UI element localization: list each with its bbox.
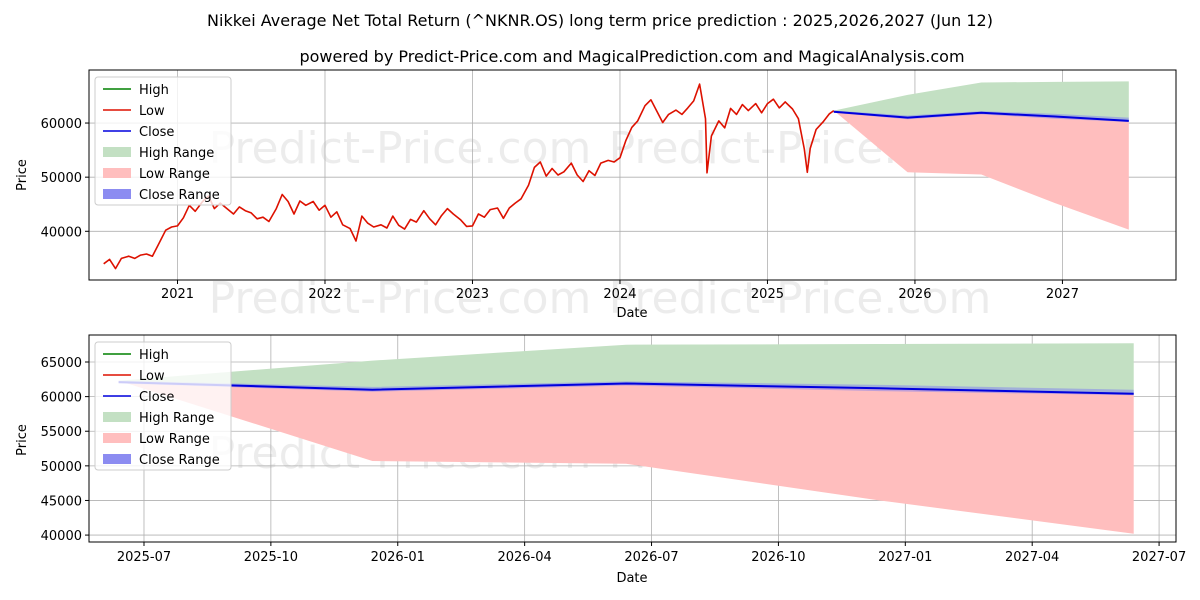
x-tick-label: 2025 (751, 287, 784, 302)
x-tick-label: 2027-07 (1132, 550, 1186, 565)
bottom-x-axis-label: Date (616, 571, 647, 586)
legend-label-high: High (139, 83, 169, 98)
watermark-text: Predict-Price.com (609, 273, 992, 324)
x-tick-label: 2027-01 (878, 550, 932, 565)
legend-label-low: Low (139, 369, 165, 384)
bottom-plot-panel: Predict-Price.com Predict-Price.com 2025… (15, 334, 1186, 586)
legend-label-high: High (139, 348, 169, 363)
high-range-area (833, 81, 1129, 121)
low-range-area (118, 380, 1134, 534)
forecast-close-line (833, 110, 1129, 122)
top-plot-panel: Predict-Price.com Predict-Price.com Pred… (15, 69, 1177, 324)
x-tick-label: 2024 (603, 287, 636, 302)
chart-title: Nikkei Average Net Total Return (^NKNR.O… (207, 11, 993, 30)
legend-label-close-range: Close Range (139, 453, 220, 468)
legend-label-high-range: High Range (139, 411, 214, 426)
legend-swatch-high-range (103, 147, 131, 157)
x-tick-label: 2027-04 (1005, 550, 1059, 565)
bottom-legend: High Low Close High Range Low Range Close Ran… (94, 341, 232, 471)
y-tick-label: 55000 (41, 425, 82, 440)
y-tick-label: 40000 (41, 225, 82, 240)
legend-label-low: Low (139, 104, 165, 119)
bottom-range-areas (118, 343, 1134, 534)
watermark-text: Predict-Price.com (209, 123, 592, 174)
x-tick-label: 2022 (308, 287, 341, 302)
top-watermarks: Predict-Price.com Predict-Price.com Pred… (209, 123, 992, 324)
y-tick-label: 60000 (41, 391, 82, 406)
top-plot-frame (88, 69, 1177, 281)
x-tick-label: 2025-10 (244, 550, 298, 565)
top-y-ticks: 40000 50000 60000 (41, 117, 89, 240)
top-range-areas (833, 81, 1129, 230)
legend-label-close: Close (139, 390, 174, 405)
bottom-series-lines (118, 381, 1134, 395)
legend-swatch-low-range (103, 168, 131, 178)
x-tick-label: 2026 (898, 287, 931, 302)
close-range-area (833, 110, 1129, 122)
top-y-axis-label: Price (15, 159, 30, 191)
top-series-lines (103, 83, 1129, 270)
bottom-plot-frame (88, 334, 1177, 543)
bottom-y-ticks: 40000 45000 50000 55000 60000 65000 (41, 356, 89, 544)
chart-subtitle: powered by Predict-Price.com and Magical… (299, 47, 964, 66)
close-range-area (118, 380, 1134, 396)
legend-label-close-range: Close Range (139, 188, 220, 203)
x-tick-label: 2026-01 (371, 550, 425, 565)
y-tick-label: 50000 (41, 171, 82, 186)
bottom-y-axis-label: Price (15, 424, 30, 456)
watermark-text: Predict-Price.com (209, 273, 592, 324)
bottom-x-ticks: 2025-07 2025-10 2026-01 2026-04 2026-07 2026-… (117, 542, 1186, 565)
top-legend: High Low Close High Range Low Range Close Ran… (94, 76, 232, 206)
x-tick-label: 2025-07 (117, 550, 171, 565)
high-range-area (118, 343, 1134, 394)
x-tick-label: 2023 (456, 287, 489, 302)
low-range-area (833, 110, 1129, 230)
y-tick-label: 65000 (41, 356, 82, 371)
legend-label-high-range: High Range (139, 146, 214, 161)
legend-label-close: Close (139, 125, 174, 140)
forecast-close-line (118, 381, 1134, 395)
legend-swatch-close-range (103, 454, 131, 464)
legend-swatch-high-range (103, 412, 131, 422)
x-tick-label: 2021 (161, 287, 194, 302)
legend-swatch-close-range (103, 189, 131, 199)
legend-label-low-range: Low Range (139, 167, 210, 182)
y-tick-label: 60000 (41, 117, 82, 132)
x-tick-label: 2027 (1046, 287, 1079, 302)
x-tick-label: 2026-04 (497, 550, 551, 565)
legend-label-low-range: Low Range (139, 432, 210, 447)
y-tick-label: 45000 (41, 494, 82, 509)
y-tick-label: 50000 (41, 460, 82, 475)
x-tick-label: 2026-10 (751, 550, 805, 565)
y-tick-label: 40000 (41, 529, 82, 544)
top-x-axis-label: Date (616, 306, 647, 321)
legend-swatch-low-range (103, 433, 131, 443)
top-x-ticks: 2021 2022 2023 2024 2025 2026 2027 (161, 280, 1079, 302)
x-tick-label: 2026-07 (624, 550, 678, 565)
history-low-line (103, 83, 835, 270)
